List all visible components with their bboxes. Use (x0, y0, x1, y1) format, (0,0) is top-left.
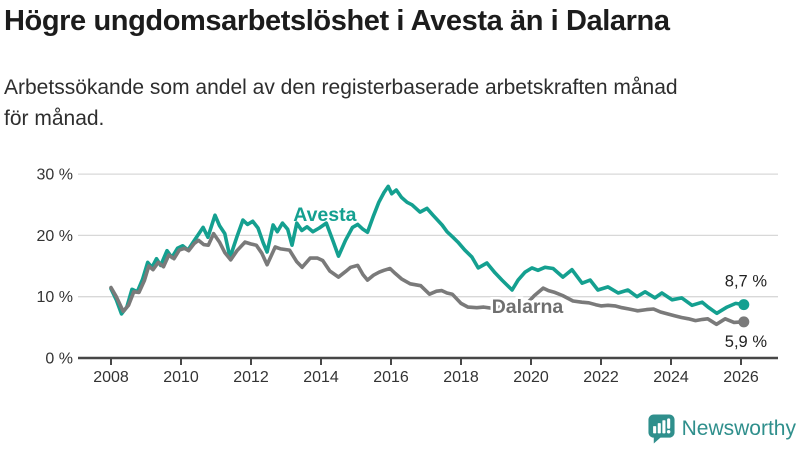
newsworthy-logo: Newsworthy (647, 413, 796, 444)
x-tick-label-2026: 2026 (723, 369, 759, 386)
x-tick-label-2018: 2018 (443, 369, 479, 386)
x-tick-label-2012: 2012 (233, 369, 269, 386)
chart-subtitle-line-1: Arbetssökande som andel av den registerb… (4, 76, 678, 99)
newsworthy-bar-chart-bubble-icon (648, 414, 675, 444)
x-tick-label-2020: 2020 (513, 369, 549, 386)
series-label-dalarna: Dalarna (492, 296, 564, 318)
brand-name: Newsworthy (681, 416, 796, 440)
x-tick-label-2014: 2014 (303, 369, 339, 386)
x-tick-label-2010: 2010 (163, 369, 199, 386)
y-tick-label-20: 20 % (37, 228, 73, 245)
x-tick-label-2022: 2022 (583, 369, 619, 386)
series-label-avesta: Avesta (293, 204, 356, 226)
chart-title: Högre ungdomsarbetslöshet i Avesta än i … (4, 5, 670, 37)
y-tick-label-0: 0 % (45, 351, 73, 368)
line-chart-plot-area: 2008 2010 2012 2014 2016 2018 2020 2022 2024 2026… (37, 167, 778, 386)
end-dot-dalarna (738, 316, 750, 328)
chart-subtitle-line-2: för månad. (4, 107, 105, 130)
end-dot-avesta (738, 299, 750, 311)
y-tick-label-10: 10 % (37, 289, 73, 306)
end-value-label-avesta: 8,7 % (725, 273, 768, 291)
y-tick-label-30: 30 % (37, 167, 73, 184)
series-line-dalarna (109, 231, 746, 327)
end-value-label-dalarna: 5,9 % (725, 333, 768, 351)
chart-subtitle: Arbetssökande som andel av den registerb… (4, 72, 764, 134)
x-tick-label-2008: 2008 (93, 369, 129, 386)
x-tick-label-2016: 2016 (373, 369, 409, 386)
series-line-avesta (109, 184, 746, 316)
x-tick-label-2024: 2024 (653, 369, 689, 386)
